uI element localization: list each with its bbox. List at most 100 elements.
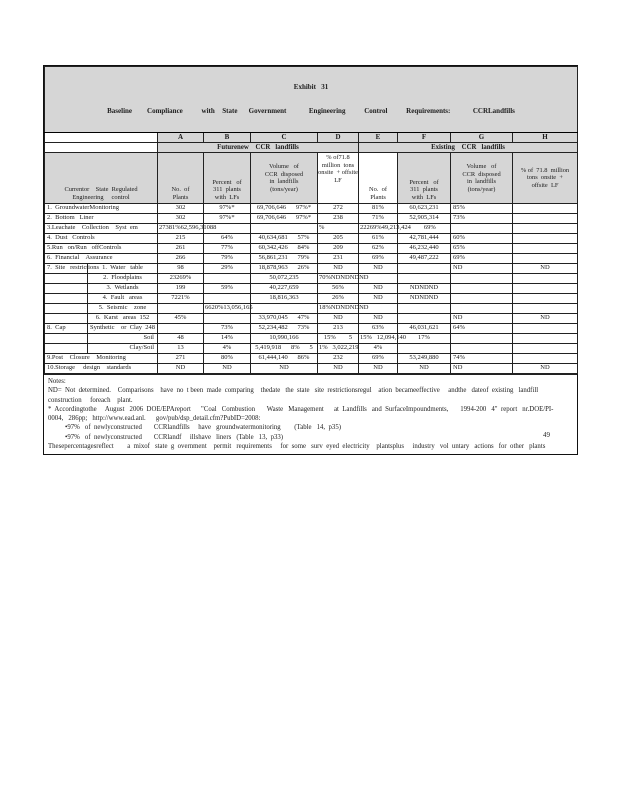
data-cell: 302 <box>157 213 204 224</box>
data-cell: 40,634,681 57% <box>250 233 318 244</box>
row-sublabel: 5. Seismic zone <box>87 303 158 314</box>
data-cell: 73% <box>203 323 251 334</box>
data-cell <box>512 323 578 334</box>
data-cell: 1% 3,022,219 <box>317 343 359 354</box>
data-cell <box>512 333 578 344</box>
table-row: 6. Financial Assurance 266 79% 56,861,231 7… <box>44 253 578 264</box>
data-cell: 71% <box>358 213 398 224</box>
row-sublabel: 2. Floodplains <box>87 273 158 284</box>
data-cell: ND <box>358 283 398 294</box>
data-cell <box>512 293 578 304</box>
table-row: 4. Dust Controls 215 64% 40,634,681 57% 205 6… <box>44 233 578 244</box>
data-cell: ND <box>358 313 398 324</box>
data-cell <box>512 253 578 264</box>
column-letter-d: D <box>317 132 359 143</box>
data-cell: 81% <box>358 203 398 214</box>
table-row: Soil 48 14% 10,990,166 15% 5 15% 12,094,140 17… <box>44 333 578 344</box>
data-cell: 15% 5 <box>317 333 359 344</box>
table-row: 4. Fault areas 7221% 18,816,363 26% ND NDNDND <box>44 293 578 304</box>
data-cell <box>450 303 513 314</box>
table-row: 6. Karst areas 152 45% 33,970,045 47% ND ND N… <box>44 313 578 324</box>
data-cell <box>512 283 578 294</box>
data-cell: 61% <box>358 233 398 244</box>
data-cell: ND <box>358 293 398 304</box>
group-future-landfills: Futurenew CCR landfills <box>157 142 359 153</box>
data-cell: 215 <box>157 233 204 244</box>
table-row: Clay/Soil 13 4% 5,419,918 8% 5 1% 3,022,219 4… <box>44 343 578 354</box>
col-header-b: Percent of 311 plants with LFs <box>203 152 251 204</box>
data-cell: 22269%49,213,424 69% <box>358 223 436 234</box>
row-label: 5.Run on/Run offControls <box>44 243 158 254</box>
note-line: * Accordingtothe August 2006 DOE/EPArepo… <box>48 405 554 413</box>
data-cell <box>512 243 578 254</box>
compliance-table-box: Exhibit 31 Baseline Compliance with Stat… <box>43 65 578 456</box>
row-label <box>44 333 88 344</box>
row-sublabel: Synthetic or Clay 248 <box>87 323 158 334</box>
data-cell: 53,249,880 <box>397 353 451 364</box>
note-line: Notes: <box>48 378 66 385</box>
exhibit-number: Exhibit 31 <box>293 83 329 91</box>
data-cell <box>203 273 251 284</box>
data-cell <box>512 223 578 234</box>
data-cell: NDNDND <box>397 293 451 304</box>
data-cell: 64% <box>203 233 251 244</box>
data-cell: % <box>317 223 359 234</box>
data-cell: ND <box>450 363 513 374</box>
row-label: 9.Post Closure Monitoring <box>44 353 158 364</box>
row-label: 2. Bottom Liner <box>44 213 158 224</box>
data-cell: 65% <box>450 243 513 254</box>
data-cell <box>157 323 204 334</box>
data-cell: 266 <box>157 253 204 264</box>
data-cell: 6620%13,056,165 <box>203 303 253 314</box>
data-cell <box>397 273 451 284</box>
data-cell: ND <box>203 363 251 374</box>
data-cell: 261 <box>157 243 204 254</box>
data-cell: ND <box>358 363 398 374</box>
data-cell: 13 <box>157 343 204 354</box>
data-cell: NDNDND <box>397 283 451 294</box>
data-cell: 60% <box>450 233 513 244</box>
note-line: 0004, 286pp; http://www.ead.anl. gov/pub… <box>48 415 261 423</box>
data-cell: ND <box>512 263 578 274</box>
table-row: 1. GroundwaterMonitoring 302 97%* 69,706,64… <box>44 203 578 214</box>
data-cell: 5,419,918 8% 5 <box>250 343 318 354</box>
data-cell: 18,878,963 26% <box>250 263 318 274</box>
col-header-g: Volume of CCR disposed in landfills (ton… <box>450 152 513 204</box>
data-cell: 69% <box>358 353 398 364</box>
data-cell: ND <box>512 313 578 324</box>
column-letter-e: E <box>358 132 398 143</box>
col-header-e: No. of Plants <box>358 152 398 204</box>
data-cell: 18,816,363 <box>250 293 318 304</box>
data-cell: 60,342,426 84% <box>250 243 318 254</box>
row-sublabel: Clay/Soil <box>87 343 158 354</box>
row-label: 6. Financial Assurance <box>44 253 158 264</box>
data-cell <box>203 313 251 324</box>
col-header-a: No. of Plants <box>157 152 204 204</box>
data-cell: 238 <box>317 213 359 224</box>
column-letter-g: G <box>450 132 513 143</box>
data-cell: 29% <box>203 263 251 274</box>
row-label: 7. Site restrictions <box>44 263 99 274</box>
data-cell <box>512 203 578 214</box>
letter-row-spacer <box>44 132 158 143</box>
data-cell <box>450 333 513 344</box>
data-cell: 40,227,659 <box>250 283 318 294</box>
table-row: 8. Cap Synthetic or Clay 248 73% 52,234,482… <box>44 323 578 334</box>
data-cell: 199 <box>157 283 204 294</box>
data-cell: 52,905,314 <box>397 213 451 224</box>
column-letter-h: H <box>512 132 578 143</box>
table-row: 2. Bottom Liner 302 97%* 69,706,646 97%* 238… <box>44 213 578 224</box>
note-line: construction foreach plant. <box>48 396 133 404</box>
data-cell <box>203 293 251 304</box>
data-cell <box>512 353 578 364</box>
note-line: ND= Not determined. Comparisons have no … <box>48 387 539 395</box>
row-label: 10.Storage design standards <box>44 363 158 374</box>
data-cell: 52,234,482 73% <box>250 323 318 334</box>
data-cell: 14% <box>203 333 251 344</box>
data-cell: 59% <box>203 283 251 294</box>
data-cell: 69,706,646 97%* <box>250 203 318 214</box>
data-cell: 4% <box>203 343 251 354</box>
row-label: 1. GroundwaterMonitoring <box>44 203 158 214</box>
table-title: Exhibit 31 Baseline Compliance with Stat… <box>44 66 578 133</box>
table-row: 10.Storage design standards ND ND ND ND ND ND N… <box>44 363 578 374</box>
